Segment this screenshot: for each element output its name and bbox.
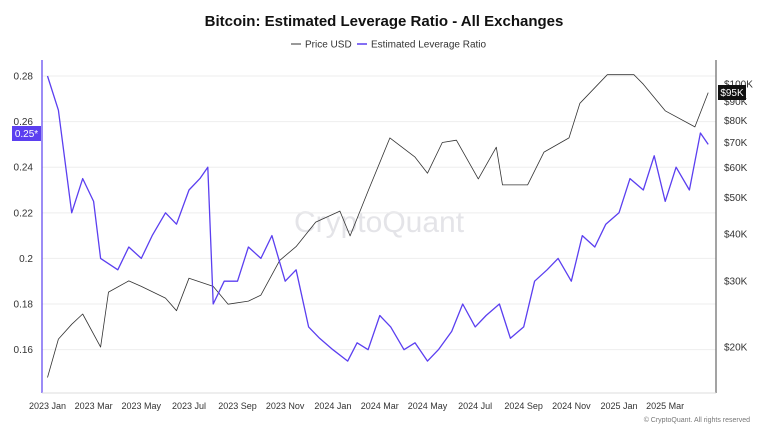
current-price-badge: $95K [718,85,746,100]
watermark: CryptoQuant [294,206,465,239]
left-tick-label: 0.16 [14,345,34,356]
x-tick-label: 2024 Mar [361,401,399,411]
x-tick-label: 2025 Jan [601,401,638,411]
leverage-ratio-line [46,75,709,362]
left-tick-label: 0.22 [14,208,34,219]
right-tick-label: $40K [724,229,748,240]
x-tick-label: 2024 Jul [458,401,492,411]
x-tick-label: 2023 Jul [172,401,206,411]
right-tick-label: $70K [724,138,748,149]
x-tick-label: 2025 Mar [646,401,684,411]
x-tick-label: 2024 Nov [552,401,591,411]
x-tick-label: 2023 Jan [29,401,66,411]
legend: Price USD Estimated Leverage Ratio [291,40,487,51]
svg-text:$95K: $95K [720,88,744,99]
x-tick-label: 2024 Sep [504,401,543,411]
right-tick-label: $20K [724,343,748,354]
left-tick-label: 0.18 [14,300,34,311]
chart-title: Bitcoin: Estimated Leverage Ratio - All … [205,13,564,30]
left-tick-label: 0.2 [19,254,33,265]
current-leverage-badge: 0.25* [12,126,41,141]
left-tick-label: 0.26 [14,117,34,128]
right-tick-label: $90K [724,97,748,108]
legend-label-price: Price USD [305,40,352,51]
price-usd-line [47,74,709,378]
x-tick-label: 2023 May [122,401,162,411]
left-tick-label: 0.28 [14,71,34,82]
left-tick-label: 0.24 [14,163,34,174]
legend-label-leverage: Estimated Leverage Ratio [371,40,487,51]
x-tick-label: 2023 Nov [266,401,305,411]
right-tick-label: $50K [724,193,748,204]
right-tick-label: $60K [724,163,748,174]
right-tick-label: $80K [724,116,748,127]
x-tick-label: 2024 May [408,401,448,411]
x-tick-label: 2023 Sep [218,401,257,411]
svg-text:0.25*: 0.25* [15,129,38,140]
right-tick-label: $30K [724,276,748,287]
footer-copyright: © CryptoQuant. All rights reserved [644,416,750,424]
x-tick-label: 2023 Mar [75,401,113,411]
x-tick-label: 2024 Jan [314,401,351,411]
